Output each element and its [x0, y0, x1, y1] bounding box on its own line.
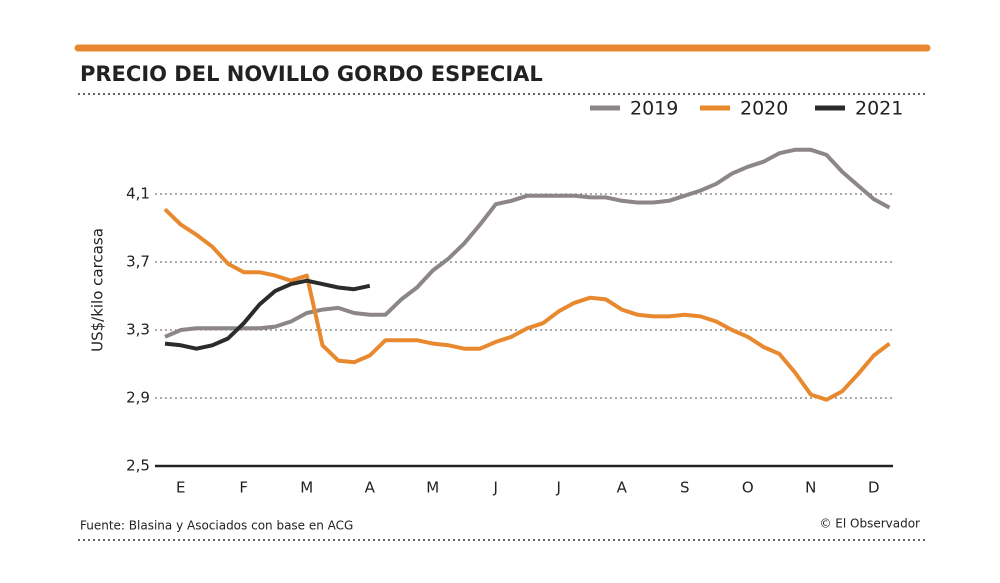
credit: © El Observador [819, 517, 920, 531]
x-tick-label: M [300, 479, 313, 497]
y-tick-label: 3,3 [126, 321, 150, 339]
legend-label: 2021 [855, 98, 903, 120]
x-tick-label: A [365, 479, 376, 497]
chart-title: PRECIO DEL NOVILLO GORDO ESPECIAL [80, 62, 543, 86]
y-tick-label: 4,1 [126, 185, 150, 203]
series-line [163, 207, 891, 402]
series-line [164, 278, 371, 351]
x-tick-label: S [680, 479, 690, 497]
y-tick-label: 2,9 [126, 389, 150, 407]
x-tick-label: E [176, 479, 185, 497]
y-axis-label: US$/kilo carcasa [89, 228, 107, 352]
source: Fuente: Blasina y Asociados con base en … [80, 519, 353, 533]
legend-label: 2019 [630, 98, 678, 120]
legend-label: 2020 [740, 98, 788, 120]
x-tick-label: J [493, 479, 498, 497]
series-line [164, 147, 891, 339]
x-tick-label: M [426, 479, 439, 497]
y-tick-label: 2,5 [126, 457, 150, 475]
x-tick-label: A [617, 479, 628, 497]
x-tick-label: F [239, 479, 248, 497]
x-tick-label: J [556, 479, 561, 497]
x-tick-label: D [868, 479, 880, 497]
x-tick-label: N [805, 479, 816, 497]
x-tick-label: O [742, 479, 754, 497]
y-tick-label: 3,7 [126, 253, 150, 271]
